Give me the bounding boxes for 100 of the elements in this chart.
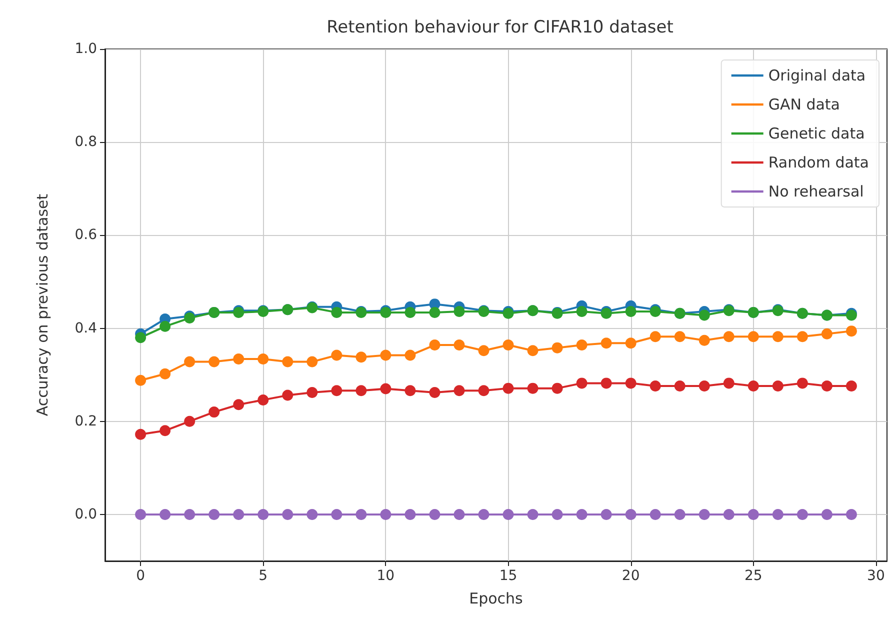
point bbox=[208, 356, 220, 368]
x-tick-label: 25 bbox=[744, 568, 762, 584]
legend-label: Original data bbox=[768, 66, 866, 84]
point bbox=[674, 331, 686, 342]
point bbox=[306, 387, 318, 398]
x-tick-label: 20 bbox=[622, 568, 640, 584]
point bbox=[478, 345, 490, 356]
point bbox=[160, 320, 171, 332]
point bbox=[404, 508, 416, 520]
point bbox=[748, 331, 759, 342]
point bbox=[404, 350, 416, 361]
point bbox=[454, 340, 465, 351]
point bbox=[650, 380, 661, 392]
point bbox=[625, 378, 636, 389]
point bbox=[527, 345, 538, 356]
point bbox=[331, 350, 342, 361]
point bbox=[796, 331, 808, 342]
point bbox=[674, 508, 686, 520]
point bbox=[846, 326, 857, 337]
point bbox=[233, 353, 244, 364]
point bbox=[576, 378, 588, 389]
point bbox=[184, 356, 196, 368]
point bbox=[454, 385, 465, 396]
point bbox=[356, 352, 367, 363]
point bbox=[527, 508, 538, 520]
point bbox=[331, 385, 342, 396]
point bbox=[135, 332, 146, 344]
x-tick-label: 30 bbox=[867, 568, 885, 584]
point bbox=[478, 508, 490, 520]
point bbox=[404, 306, 416, 318]
legend-label: No rehearsal bbox=[768, 182, 864, 200]
point bbox=[429, 508, 440, 520]
point bbox=[502, 382, 514, 394]
point bbox=[821, 508, 832, 520]
point bbox=[282, 390, 294, 401]
point bbox=[821, 328, 832, 340]
x-tick-label: 10 bbox=[376, 568, 395, 584]
point bbox=[576, 508, 588, 520]
point bbox=[600, 338, 612, 349]
y-tick-label: 0.0 bbox=[74, 506, 97, 522]
x-tick-label: 5 bbox=[258, 568, 268, 584]
y-tick-label: 0.8 bbox=[74, 134, 97, 150]
x-tick-label: 0 bbox=[136, 568, 146, 584]
point bbox=[356, 385, 367, 396]
point bbox=[650, 508, 661, 520]
point bbox=[184, 416, 196, 427]
point bbox=[698, 310, 710, 321]
point bbox=[258, 353, 269, 364]
point bbox=[306, 356, 318, 368]
x-tick-label: 15 bbox=[499, 568, 518, 584]
point bbox=[576, 306, 588, 318]
point bbox=[502, 340, 514, 351]
point bbox=[258, 394, 269, 406]
point bbox=[772, 331, 784, 342]
y-tick-label: 0.6 bbox=[74, 227, 98, 244]
point bbox=[552, 508, 563, 520]
point bbox=[454, 508, 465, 520]
point bbox=[282, 508, 294, 520]
y-axis-title: Accuracy on previous dataset bbox=[34, 194, 52, 416]
point bbox=[723, 508, 734, 520]
point bbox=[380, 383, 392, 394]
point bbox=[208, 508, 220, 520]
legend-label: Genetic data bbox=[768, 124, 865, 142]
point bbox=[772, 508, 784, 520]
chart-title: Retention behaviour for CIFAR10 dataset bbox=[326, 18, 674, 38]
legend-label: GAN data bbox=[768, 96, 840, 114]
x-axis-title: Epochs bbox=[469, 590, 524, 608]
point bbox=[160, 508, 171, 520]
point bbox=[135, 508, 146, 520]
point bbox=[233, 399, 244, 410]
point bbox=[429, 387, 440, 398]
point bbox=[233, 508, 244, 520]
point bbox=[135, 374, 146, 386]
point bbox=[502, 508, 514, 520]
point bbox=[258, 508, 269, 520]
point bbox=[846, 380, 857, 392]
y-tick-label: 1.0 bbox=[74, 41, 97, 57]
point bbox=[772, 380, 784, 392]
point bbox=[282, 356, 294, 368]
point bbox=[674, 380, 686, 392]
y-tick-label: 0.2 bbox=[74, 413, 97, 430]
point bbox=[454, 306, 465, 318]
point bbox=[748, 380, 759, 392]
point bbox=[600, 508, 612, 520]
point bbox=[380, 350, 392, 361]
point bbox=[723, 378, 734, 389]
point bbox=[184, 508, 196, 520]
point bbox=[625, 508, 636, 520]
point bbox=[625, 338, 636, 349]
point bbox=[135, 428, 146, 440]
point bbox=[527, 382, 538, 394]
point bbox=[160, 425, 171, 436]
point bbox=[160, 368, 171, 380]
point bbox=[748, 508, 759, 520]
point bbox=[331, 508, 342, 520]
point bbox=[723, 331, 734, 342]
point bbox=[698, 334, 710, 346]
point bbox=[478, 385, 490, 396]
point bbox=[625, 306, 636, 318]
point bbox=[306, 508, 318, 520]
